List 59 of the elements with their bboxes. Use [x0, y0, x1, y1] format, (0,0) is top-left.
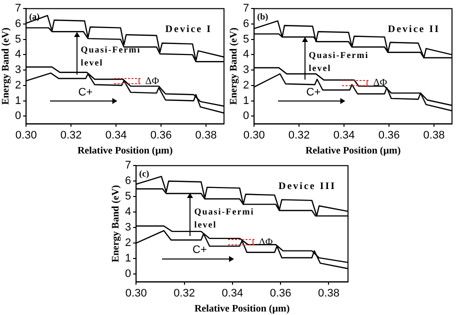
x-tick-label: 0.34 [105, 129, 127, 142]
y-tick-label: 0 [242, 110, 250, 122]
x-tick-label: 0.36 [378, 129, 400, 142]
x-tick-label: 0.32 [60, 129, 82, 142]
x-tick-label: 0.38 [423, 129, 445, 142]
annotation: C+ [192, 244, 207, 256]
y-tick-label: 3 [242, 64, 250, 76]
x-tick-label: 0.38 [195, 129, 217, 142]
annotation: (b) [257, 11, 268, 22]
x-axis-title: Relative Position (µm) [305, 146, 401, 157]
x-tick-label: 0.38 [318, 287, 340, 300]
y-axis-title: Energy Band (eV) [110, 185, 122, 262]
x-tick-label: 0.36 [150, 129, 172, 142]
y-tick-label: 6 [242, 18, 250, 30]
y-tick-label: 6 [124, 175, 132, 188]
y-tick-label: 2 [124, 237, 132, 250]
y-tick-label: 4 [242, 48, 250, 61]
annotation: Quasi-Fermi level [80, 44, 141, 68]
y-tick-label: 5 [124, 190, 132, 203]
y-tick-label: 2 [14, 79, 22, 92]
y-axis-title: Energy Band (eV) [228, 28, 240, 105]
x-tick-label: 0.34 [333, 129, 355, 142]
x-tick-label: 0.36 [270, 287, 292, 300]
y-tick-label: 5 [14, 33, 22, 46]
y-tick-label: 4 [124, 206, 132, 218]
y-tick-label: 1 [124, 252, 132, 265]
annotation: ΔΦ [373, 78, 388, 89]
y-tick-label: 1 [242, 94, 250, 107]
annotation: Device II [388, 24, 440, 36]
y-tick-label: 6 [14, 18, 22, 30]
y-tick-label: 0 [124, 268, 132, 280]
annotation: Device I [165, 24, 212, 36]
y-tick-label: 3 [14, 64, 22, 76]
y-axis-title: Energy Band (eV) [0, 28, 12, 105]
x-tick-label: 0.30 [243, 129, 265, 142]
annotation: C+ [78, 86, 93, 98]
x-tick-label: 0.32 [174, 287, 195, 300]
annotation: (a) [29, 11, 40, 22]
x-tick-label: 0.30 [15, 129, 37, 142]
y-tick-label: 2 [242, 79, 250, 92]
x-tick-label: 0.30 [125, 287, 147, 300]
x-tick-label: 0.32 [288, 129, 310, 142]
y-tick-label: 0 [14, 110, 22, 122]
y-tick-label: 7 [242, 2, 250, 15]
annotation: ΔΦ [145, 76, 160, 88]
y-tick-label: 7 [124, 160, 132, 172]
x-axis-title: Relative Position (µm) [77, 146, 173, 157]
annotation: Quasi-Fermi level [194, 206, 254, 230]
y-tick-label: 7 [14, 2, 22, 15]
y-tick-label: 3 [124, 222, 132, 234]
x-tick-label: 0.34 [222, 287, 244, 300]
annotation: (c) [139, 168, 150, 178]
x-axis-title: Relative Position (µm) [194, 304, 290, 315]
y-tick-label: 4 [14, 48, 22, 61]
annotation: Device III [278, 181, 336, 192]
annotation: C+ [306, 86, 321, 98]
annotation: Quasi-Fermi level [308, 50, 369, 73]
y-tick-label: 1 [14, 94, 22, 107]
y-tick-label: 5 [242, 33, 250, 46]
